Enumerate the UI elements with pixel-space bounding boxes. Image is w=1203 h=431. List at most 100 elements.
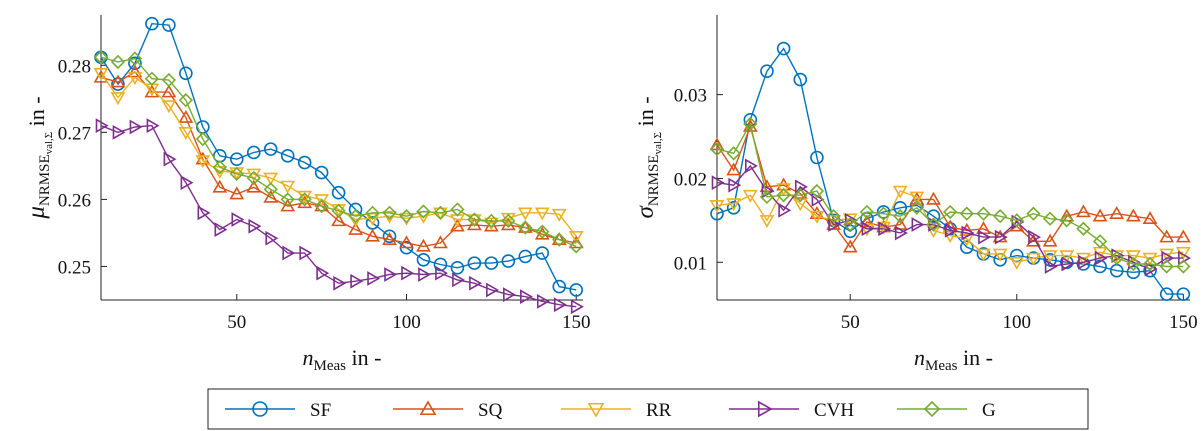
data-point-sq [331,213,346,227]
legend-label: SQ [478,400,503,421]
data-point-g [212,160,227,175]
data-point-g [263,182,278,197]
data-point-g [1026,206,1041,221]
data-point-g [297,192,312,207]
data-point-g [518,220,533,235]
data-point-sq [280,198,296,212]
y-tick-label: 0.25 [58,257,91,278]
data-point-rr [433,207,448,221]
data-point-cvh [469,275,482,291]
data-point-sf [179,66,193,81]
x-axis-label: nMeas in - [303,345,382,374]
y-tick-label: 0.28 [58,56,91,77]
data-point-cvh [553,297,567,313]
data-point-g [93,50,109,65]
data-point-g [1159,259,1174,274]
data-point-sq [195,151,211,165]
legend-entry-g: G [897,400,996,421]
data-point-rr [517,207,533,221]
legend-label: RR [646,400,672,421]
data-point-g [484,213,499,229]
data-point-sq [992,229,1008,243]
series-cvh [95,118,584,315]
data-point-sf [1093,259,1107,274]
left-chart-panel: 50 100 150 0.25 0.26 0.27 0.28 nMeas in - μNRMSE… [23,15,590,374]
y-axis-label: μNRMSEval,Σ in - [23,96,55,219]
y-tick-label: 0.26 [58,190,91,211]
y-tick-label: 0.27 [58,123,91,144]
data-point-g [826,209,841,224]
data-point-sf [246,145,261,160]
x-axis-label: nMeas in - [914,345,993,374]
x-tick-label: 100 [392,312,421,333]
data-point-cvh [1144,261,1158,277]
data-point-g [314,198,329,214]
data-point-sf [569,283,584,297]
data-point-rr [776,183,791,197]
data-point-sq [1042,233,1058,247]
data-point-g [1142,256,1158,272]
data-point-g [976,206,991,221]
data-point-sq [1092,208,1108,222]
data-point-rr [1076,252,1091,266]
data-point-rr [568,230,584,244]
data-point-cvh [95,118,109,134]
data-point-cvh [978,229,992,245]
series-line-cvh [100,124,577,308]
y-axis-label: σNRMSEval,Σ in - [632,96,664,218]
data-point-rr [365,212,380,226]
data-point-cvh [894,225,908,241]
data-point-cvh [282,245,296,261]
data-point-rr [1042,250,1058,264]
data-point-g [467,212,482,227]
data-point-g [365,205,380,220]
data-point-sq [263,189,279,203]
data-point-rr [792,198,808,212]
data-point-g [178,93,193,108]
data-point-sq [416,238,431,252]
data-point-g [569,239,584,254]
data-point-cvh [878,221,892,237]
data-point-g [959,206,974,221]
data-point-sq [1125,208,1141,222]
data-point-g [1176,259,1191,274]
data-point-rr [909,191,925,205]
data-point-g [195,131,210,147]
data-point-sf [726,200,741,215]
data-point-sf [501,254,516,268]
data-point-cvh [519,289,533,305]
data-point-sf [926,209,941,223]
data-point-sq [467,217,482,231]
data-point-cvh [911,217,925,232]
x-tick-label: 100 [1003,312,1032,333]
data-point-sf [382,229,397,244]
data-point-sf [552,279,567,294]
legend-label: SF [310,400,331,421]
data-point-sf [776,41,791,56]
data-point-g [909,200,924,215]
data-point-g [893,209,908,224]
data-point-sq [450,218,465,232]
data-point-cvh [197,205,211,221]
data-point-cvh [367,271,381,286]
x-tick-label: 50 [841,312,860,333]
data-point-sf [162,18,176,32]
data-point-sf [760,64,774,78]
y-tick-label: 0.02 [674,169,707,190]
data-point-sq [1076,204,1091,218]
data-point-rr [992,248,1008,262]
series-g [93,50,584,254]
data-point-sq [1159,229,1175,243]
data-point-g [743,116,758,132]
data-point-sf [331,185,346,200]
data-point-cvh [350,273,364,289]
series-line-sq [100,71,577,248]
data-point-cvh [778,202,792,218]
data-point-g [399,209,414,224]
data-point-sq [1026,233,1041,247]
data-point-rr [1159,248,1175,262]
data-point-sf [1159,287,1174,301]
data-point-g [229,166,244,182]
data-point-cvh [112,124,126,140]
data-point-rr [178,127,194,140]
